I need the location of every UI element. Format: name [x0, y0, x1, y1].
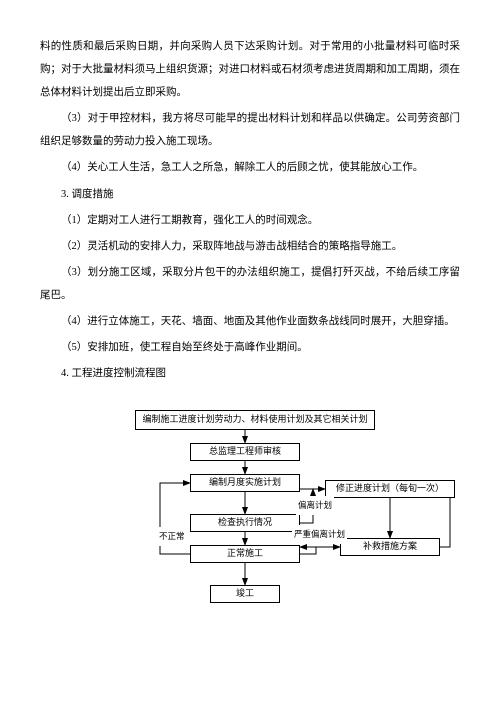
paragraph-10: 4. 工程进度控制流程图: [40, 362, 460, 385]
paragraph-2: （3）对于甲控材料，我方将尽可能早的提出材料计划和样品以供确定。公司劳资部门组织…: [40, 107, 460, 153]
paragraph-3: （4）关心工人生活，急工人之所急，解除工人的后顾之忧，使其能放心工作。: [40, 156, 460, 179]
paragraph-8: （4）进行立体施工，天花、墙面、地面及其他作业面数条战线同时展开，大胆穿插。: [40, 310, 460, 333]
flow-node-n8: 补救措施方案: [340, 538, 440, 556]
paragraph-9: （5）安排加班，使工程自始至终处于高峰作业期间。: [40, 336, 460, 359]
flow-node-n5: 正常施工: [190, 545, 300, 563]
flow-node-n6: 竣工: [210, 585, 280, 603]
paragraph-7: （3）划分施工区域，采取分片包干的办法组织施工，提倡打歼灭战，不给后续工序留尾巴…: [40, 261, 460, 307]
label-yanzhong: 严重偏离计划: [292, 525, 347, 544]
flow-node-n7: 修正进度计划（每旬一次）: [325, 480, 455, 498]
label-buzhengchang: 不正常: [157, 527, 187, 546]
label-biaoli: 偏离计划: [296, 496, 334, 515]
paragraph-1: 料的性质和最后采购日期，并向采购人员下达采购计划。对于常用的小批量材料可临时采购…: [40, 35, 460, 104]
paragraph-5: （1）定期对工人进行工期教育，强化工人的时间观念。: [40, 209, 460, 232]
flowchart: 编制施工进度计划劳动力、材料使用计划及其它相关计划总监理工程师审核编制月度实施计…: [40, 410, 460, 630]
flow-node-n4: 检查执行情况: [190, 514, 300, 532]
flow-node-n1: 编制施工进度计划劳动力、材料使用计划及其它相关计划: [135, 410, 375, 430]
paragraph-4: 3. 调度措施: [40, 183, 460, 206]
paragraph-6: （2）灵活机动的安排人力，采取阵地战与游击战相结合的策略指导施工。: [40, 235, 460, 258]
flow-node-n2: 总监理工程师审核: [190, 443, 300, 461]
flow-node-n3: 编制月度实施计划: [190, 474, 300, 492]
